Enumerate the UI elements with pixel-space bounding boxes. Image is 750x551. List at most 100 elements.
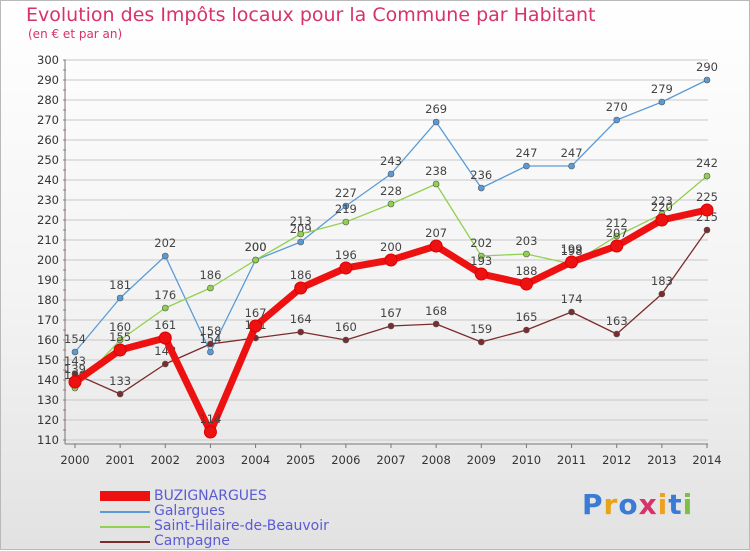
chart-subtitle: (en € et par an) — [28, 27, 123, 41]
data-label: 200 — [380, 240, 402, 254]
data-point — [207, 348, 214, 356]
data-point — [613, 330, 621, 338]
data-label: 159 — [470, 322, 492, 336]
data-label: 133 — [109, 374, 131, 388]
data-point — [249, 319, 263, 333]
x-tick-label: 2004 — [241, 453, 270, 467]
data-label: 213 — [290, 214, 312, 228]
y-tick-label: 140 — [37, 373, 59, 387]
y-tick-label: 160 — [37, 333, 59, 347]
data-label: 160 — [109, 320, 131, 334]
data-point — [613, 116, 621, 124]
data-point — [477, 252, 485, 260]
data-label: 212 — [606, 216, 628, 230]
data-label: 160 — [335, 320, 357, 334]
data-point — [613, 232, 621, 240]
data-label: 247 — [561, 146, 583, 160]
y-tick-label: 110 — [37, 433, 59, 447]
data-point — [71, 348, 79, 356]
data-label: 143 — [64, 354, 86, 368]
data-point — [207, 340, 214, 348]
x-tick-label: 2009 — [467, 453, 496, 467]
data-label: 270 — [606, 100, 628, 114]
data-label: 114 — [199, 412, 221, 426]
data-label: 188 — [515, 264, 537, 278]
data-point — [432, 320, 440, 328]
data-point — [387, 322, 395, 330]
y-tick-label: 280 — [37, 93, 59, 107]
legend-label: Saint-Hilaire-de-Beauvoir — [154, 518, 329, 534]
y-tick-label: 270 — [37, 113, 59, 127]
x-tick-label: 2003 — [196, 453, 225, 467]
y-tick-label: 170 — [37, 313, 59, 327]
data-point — [568, 308, 575, 316]
y-tick-label: 150 — [37, 353, 59, 367]
data-label: 269 — [425, 102, 447, 116]
data-point — [116, 390, 124, 398]
data-label: 247 — [515, 146, 537, 160]
data-label: 207 — [606, 226, 628, 240]
data-label: 227 — [335, 186, 357, 200]
data-label: 200 — [245, 240, 267, 254]
y-tick-label: 260 — [37, 133, 59, 147]
data-point — [113, 343, 127, 357]
data-label: 202 — [154, 236, 176, 250]
data-point — [565, 255, 579, 269]
data-label: 200 — [245, 240, 267, 254]
data-label: 168 — [425, 304, 447, 318]
logo-letter: i — [682, 488, 694, 521]
data-label: 193 — [470, 254, 492, 268]
data-label: 196 — [335, 248, 357, 262]
data-point — [342, 336, 350, 344]
data-label: 202 — [470, 236, 492, 250]
data-point — [523, 250, 530, 258]
data-point — [658, 98, 666, 106]
x-tick-label: 2001 — [106, 453, 135, 467]
legend-swatch — [100, 526, 150, 528]
data-point — [655, 213, 669, 227]
data-point — [703, 226, 711, 234]
legend-label: Campagne — [154, 533, 230, 549]
data-point — [68, 375, 82, 389]
data-point — [161, 360, 169, 368]
legend-swatch — [100, 491, 150, 501]
y-tick-label: 250 — [37, 153, 59, 167]
data-point — [658, 290, 666, 298]
data-point — [161, 252, 169, 260]
data-point — [432, 180, 440, 188]
data-label: 198 — [561, 244, 583, 258]
data-label: 158 — [199, 324, 221, 338]
data-point — [523, 162, 530, 170]
data-label: 223 — [651, 194, 673, 208]
data-label: 219 — [335, 202, 357, 216]
data-point — [294, 281, 308, 295]
y-tick-label: 300 — [37, 53, 59, 67]
data-point — [252, 256, 259, 264]
data-label: 167 — [380, 306, 402, 320]
legend-swatch — [100, 511, 150, 513]
legend-label: Galargues — [154, 503, 226, 519]
y-tick-label: 190 — [37, 273, 59, 287]
y-tick-label: 120 — [37, 413, 59, 427]
data-label: 228 — [380, 184, 402, 198]
data-label: 279 — [651, 82, 673, 96]
x-tick-label: 2005 — [286, 453, 315, 467]
data-label: 207 — [425, 226, 447, 240]
data-label: 290 — [696, 60, 718, 74]
y-tick-label: 240 — [37, 173, 59, 187]
data-point — [297, 238, 305, 246]
data-point — [523, 326, 530, 334]
data-label: 165 — [515, 310, 537, 324]
data-point — [700, 203, 714, 217]
y-tick-label: 200 — [37, 253, 59, 267]
data-point — [116, 294, 124, 302]
logo-letter: r — [603, 488, 619, 521]
data-point — [432, 118, 440, 126]
data-point — [429, 239, 443, 253]
y-tick-label: 220 — [37, 213, 59, 227]
data-point — [474, 267, 488, 281]
y-tick-label: 230 — [37, 193, 59, 207]
logo-letter: i — [657, 488, 669, 521]
